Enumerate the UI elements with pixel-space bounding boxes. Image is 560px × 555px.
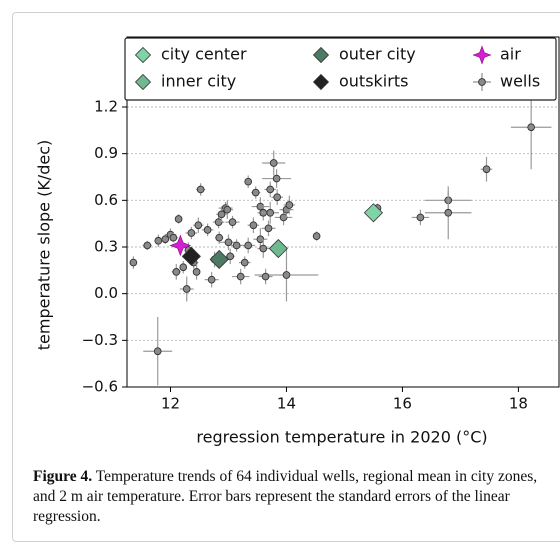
plot-border <box>126 36 560 388</box>
well-point <box>232 241 241 250</box>
zone-point <box>363 203 384 223</box>
zone-point <box>134 46 152 64</box>
legend-label: city center <box>161 45 247 64</box>
y-tick-label: 0.3 <box>94 238 118 256</box>
well-point <box>236 272 245 281</box>
x-axis-label: regression temperature in 2020 (°C) <box>196 428 487 447</box>
caption-text: Temperature trends of 64 individual well… <box>33 468 538 525</box>
well-point <box>261 272 270 281</box>
x-tick-label: 18 <box>509 395 528 413</box>
well-point <box>223 205 232 214</box>
air-point <box>472 45 492 65</box>
well-point <box>174 215 183 223</box>
caption-label: Figure 4. <box>33 468 93 485</box>
well-point <box>179 263 188 272</box>
chart: regression temperature in 2020 (°C) temp… <box>35 36 560 447</box>
well-point <box>240 258 249 267</box>
legend: city center inner city outer city outskirts… <box>124 37 557 101</box>
well-point <box>249 221 258 230</box>
well-point <box>228 218 237 226</box>
well-point <box>196 185 205 194</box>
y-tick-label: 0.9 <box>94 144 118 162</box>
well-point <box>269 159 278 167</box>
well-point <box>154 236 163 245</box>
well-point <box>272 174 281 183</box>
well-point <box>416 213 425 222</box>
legend-label: outer city <box>339 45 416 64</box>
y-tick-label: −0.3 <box>82 331 118 349</box>
zone-point <box>268 238 288 259</box>
well-point <box>153 347 162 356</box>
legend-label: outskirts <box>339 72 408 91</box>
y-tick-label: 0.0 <box>94 284 118 302</box>
zone-point <box>181 246 201 266</box>
legend-label: air <box>500 45 521 64</box>
zone-point <box>312 46 330 64</box>
well-point <box>266 185 275 194</box>
well-point <box>251 188 260 197</box>
y-tick-label: 0.6 <box>94 191 118 209</box>
well-point <box>194 221 203 230</box>
well-point <box>161 235 170 244</box>
well-point <box>444 208 453 217</box>
well-point <box>244 177 253 186</box>
y-tick-label: 1.2 <box>94 98 118 116</box>
y-axis-label: temperature slope (K/dec) <box>35 140 54 350</box>
well-point <box>527 123 536 132</box>
well-point <box>312 232 321 240</box>
zone-point <box>312 73 330 91</box>
x-tick-label: 14 <box>277 395 296 413</box>
air-point <box>169 234 192 257</box>
well-point <box>187 229 196 237</box>
well-point <box>226 252 235 261</box>
well-point <box>244 241 253 250</box>
well-point <box>285 201 294 209</box>
well-point <box>266 208 275 217</box>
well-point <box>217 210 226 219</box>
well-point <box>273 193 282 202</box>
well-point <box>215 233 224 242</box>
y-tick-label: −0.6 <box>82 378 118 396</box>
well-point <box>143 241 152 250</box>
well-point <box>169 233 178 242</box>
zone-point <box>134 73 152 91</box>
legend-label: wells <box>500 72 540 91</box>
well-point <box>224 238 233 247</box>
well-point <box>192 268 201 276</box>
well-point <box>207 275 216 284</box>
x-tick-label: 16 <box>393 395 412 413</box>
zone-point <box>209 249 229 270</box>
plot-area <box>129 85 552 386</box>
figure-frame <box>12 12 560 542</box>
well-point <box>478 78 486 86</box>
legend-box <box>124 37 557 101</box>
caption: Figure 4. Temperature trends of 64 indiv… <box>33 467 548 527</box>
well-point <box>264 224 273 233</box>
legend-label: inner city <box>161 72 236 91</box>
well-point <box>182 285 191 293</box>
well-point <box>282 271 291 279</box>
well-point <box>259 244 268 253</box>
well-point <box>172 268 181 276</box>
well-point <box>482 165 491 174</box>
well-point <box>129 258 138 267</box>
x-tick-label: 12 <box>161 395 180 413</box>
well-point <box>203 226 212 234</box>
